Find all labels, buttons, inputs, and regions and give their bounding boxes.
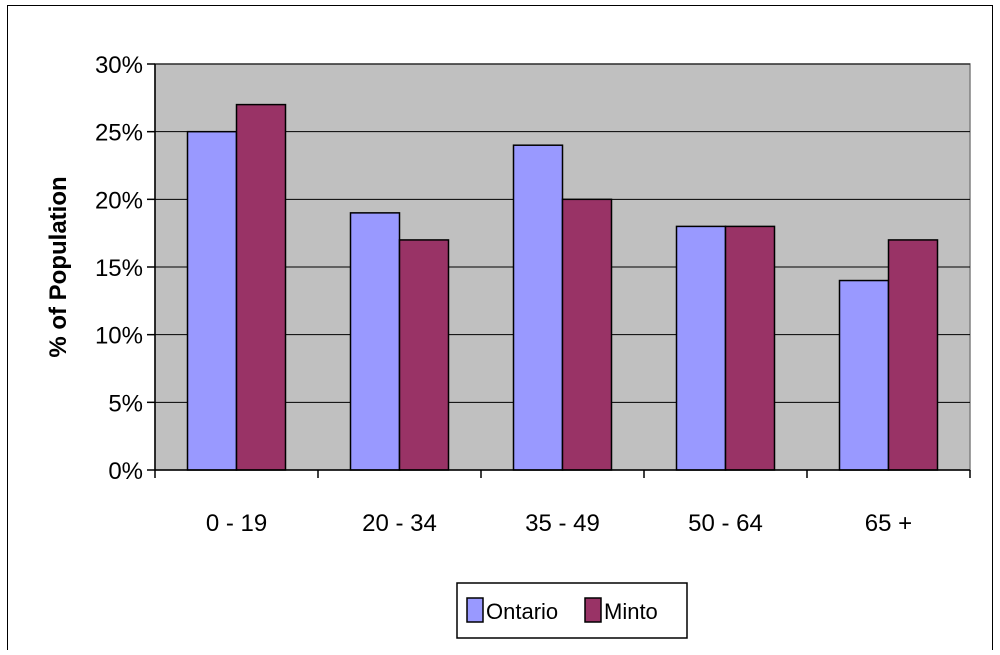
bar-minto-3: [724, 225, 776, 471]
bar-ontario-1: [349, 212, 401, 471]
y-tick-label: 30%: [95, 52, 143, 79]
bar-minto-1: [398, 239, 450, 471]
legend: Ontario Minto: [456, 582, 688, 639]
legend-label-ontario: Ontario: [486, 599, 558, 624]
legend-box: [456, 582, 688, 639]
y-tick-label: 25%: [95, 120, 143, 147]
x-tick-label: 50 - 64: [688, 510, 763, 537]
bar-minto-0: [235, 103, 287, 471]
legend-swatch-minto: [584, 597, 602, 623]
bar-ontario-2: [512, 144, 564, 471]
bar-minto-4: [887, 239, 939, 471]
x-tick-label: 35 - 49: [525, 510, 600, 537]
legend-swatch-ontario: [466, 597, 484, 623]
x-tick-label: 20 - 34: [362, 510, 437, 537]
y-tick-label: 0%: [108, 458, 143, 485]
chart-frame: [7, 5, 993, 650]
bar-ontario-0: [186, 130, 238, 471]
bar-ontario-4: [838, 279, 890, 471]
x-tick-label: 0 - 19: [206, 510, 267, 537]
bars: [186, 103, 939, 471]
legend-label-minto: Minto: [604, 599, 658, 624]
y-axis-title: % of Population: [45, 176, 72, 357]
y-ticks: 0% 5% 10% 15% 20% 25% 30%: [95, 52, 155, 485]
bar-ontario-3: [675, 225, 727, 471]
y-tick-label: 15%: [95, 255, 143, 282]
x-ticks: 0 - 19 20 - 34 35 - 49 50 - 64 65 +: [154, 470, 971, 537]
y-tick-label: 5%: [108, 390, 143, 417]
x-tick-label: 65 +: [865, 510, 912, 537]
y-tick-label: 20%: [95, 187, 143, 214]
y-tick-label: 10%: [95, 323, 143, 350]
bar-minto-2: [561, 198, 613, 471]
